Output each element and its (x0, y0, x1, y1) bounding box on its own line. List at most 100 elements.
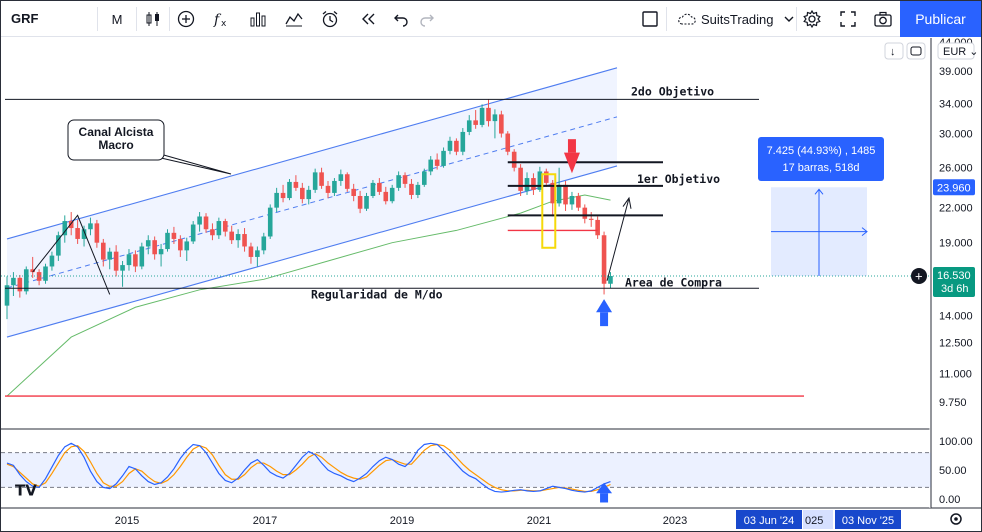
candle-body (319, 172, 324, 186)
toolbar-divider (169, 7, 170, 31)
candle-body (11, 277, 16, 286)
toolbar-divider (97, 7, 98, 31)
candle-body (422, 171, 427, 185)
oscillator-band (1, 452, 931, 488)
regularity-label: Regularidad de M/do (311, 287, 443, 301)
candle-body (242, 234, 247, 247)
svg-text:x: x (221, 19, 227, 29)
annotation-layer: 7.425 (44.93%) , 1485 17 barras, 518d Cana… (1, 84, 931, 397)
candle-body (454, 140, 459, 152)
candle-body (222, 221, 228, 232)
osc-up-arrow (596, 482, 613, 494)
measure-label-box (758, 137, 884, 181)
candle-body (94, 223, 100, 243)
axis-settings-icon-center (954, 517, 958, 521)
chart-canvas[interactable]: 7.425 (44.93%) , 1485 17 barras, 518d Cana… (1, 38, 981, 531)
price-tick-label: 19.000 (939, 238, 973, 250)
current-price-tag (933, 266, 975, 297)
candle-body (428, 159, 434, 172)
candle-body (4, 285, 10, 306)
fullscreen-icon[interactable] (835, 6, 861, 32)
candle-body (107, 251, 113, 260)
candle-body (267, 207, 273, 237)
second-target-label: 2do Objetivo (631, 84, 714, 98)
countdown-label: 3d 6h (941, 283, 969, 295)
range-end-tag (835, 510, 901, 529)
candle-body (415, 184, 421, 195)
cloud-icon (674, 6, 700, 32)
candle-body (595, 219, 600, 236)
compare-plus-icon[interactable] (173, 6, 199, 32)
interval-button[interactable]: M (111, 11, 123, 27)
symbol-search-button[interactable]: GRF (11, 11, 39, 26)
candle-body (524, 178, 530, 191)
osc-up-arrow-stem (600, 493, 609, 503)
buy-area-label: Area de Compra (625, 275, 722, 289)
first-target-label: 1er Objetivo (637, 172, 720, 186)
up-arrow-stem (600, 312, 609, 327)
candle-body (531, 178, 536, 190)
measure-label-line1: 7.425 (44.93%) , 1485 (767, 145, 876, 157)
candle-body (518, 167, 523, 191)
price-tick-label: 30.000 (939, 129, 973, 141)
axis-settings-icon (950, 513, 962, 525)
redo-icon[interactable] (414, 6, 440, 32)
candle-body (466, 120, 472, 132)
toolbar-divider (796, 7, 797, 31)
candle-body (447, 140, 453, 151)
candle-body (402, 175, 408, 184)
range-start-label: 03 Jun '24 (744, 515, 794, 527)
layout-square-icon[interactable] (637, 6, 663, 32)
alert-clock-icon[interactable] (317, 6, 343, 32)
candle-body (505, 133, 511, 152)
candle-body (479, 107, 485, 125)
axes-layer: 44.00039.00034.00030.00026.00022.00019.0… (115, 38, 979, 529)
replay-rewind-icon[interactable] (355, 6, 381, 32)
toolbar-divider (136, 7, 137, 31)
toolbar-divider (666, 7, 667, 31)
candle-body (601, 235, 607, 284)
candle-body (139, 246, 145, 267)
candle-body (101, 242, 106, 260)
candle-type-icon[interactable] (140, 6, 166, 32)
zigzag-line (32, 214, 111, 295)
osc-tick-label: 0.00 (939, 494, 960, 506)
chart-panes (1, 38, 981, 509)
publish-button[interactable]: Publicar (900, 1, 981, 37)
candle-body (338, 174, 344, 181)
candle-body (543, 171, 549, 183)
layout-name[interactable]: SuitsTrading (701, 12, 774, 27)
candle-body (287, 181, 292, 199)
bars-chart-icon[interactable] (245, 6, 271, 32)
candle-body (23, 269, 29, 292)
up-arrow-marker (596, 299, 613, 313)
candle-body (133, 254, 138, 267)
candle-body (441, 150, 446, 166)
price-tick-label: 22.000 (939, 203, 973, 215)
gear-icon[interactable] (799, 6, 825, 32)
price-tick-label: 14.000 (939, 311, 973, 323)
camera-icon[interactable] (870, 6, 896, 32)
candle-body (576, 195, 581, 208)
candle-body (306, 189, 312, 200)
channel-upper-line (6, 67, 618, 240)
currency-label: EUR ⌄ (943, 46, 979, 58)
templates-icon[interactable] (281, 6, 307, 32)
candle-body (17, 277, 23, 292)
price-tick-label: 34.000 (939, 99, 973, 111)
price-tick-label: 39.000 (939, 66, 973, 78)
candle-body (486, 107, 491, 122)
time-tick-label: 2023 (663, 515, 687, 527)
candles-series (4, 99, 613, 320)
undo-icon[interactable] (388, 6, 414, 32)
osc-tick-label: 50.00 (939, 465, 967, 477)
candle-body (248, 246, 254, 257)
candle-body (75, 228, 80, 239)
candle-body (434, 159, 440, 166)
candle-body (556, 184, 562, 204)
oscillator-pane: TV (1, 442, 931, 503)
candle-body (499, 114, 504, 134)
chevron-down-icon[interactable] (776, 6, 802, 32)
down-arrow-stem (567, 139, 576, 153)
